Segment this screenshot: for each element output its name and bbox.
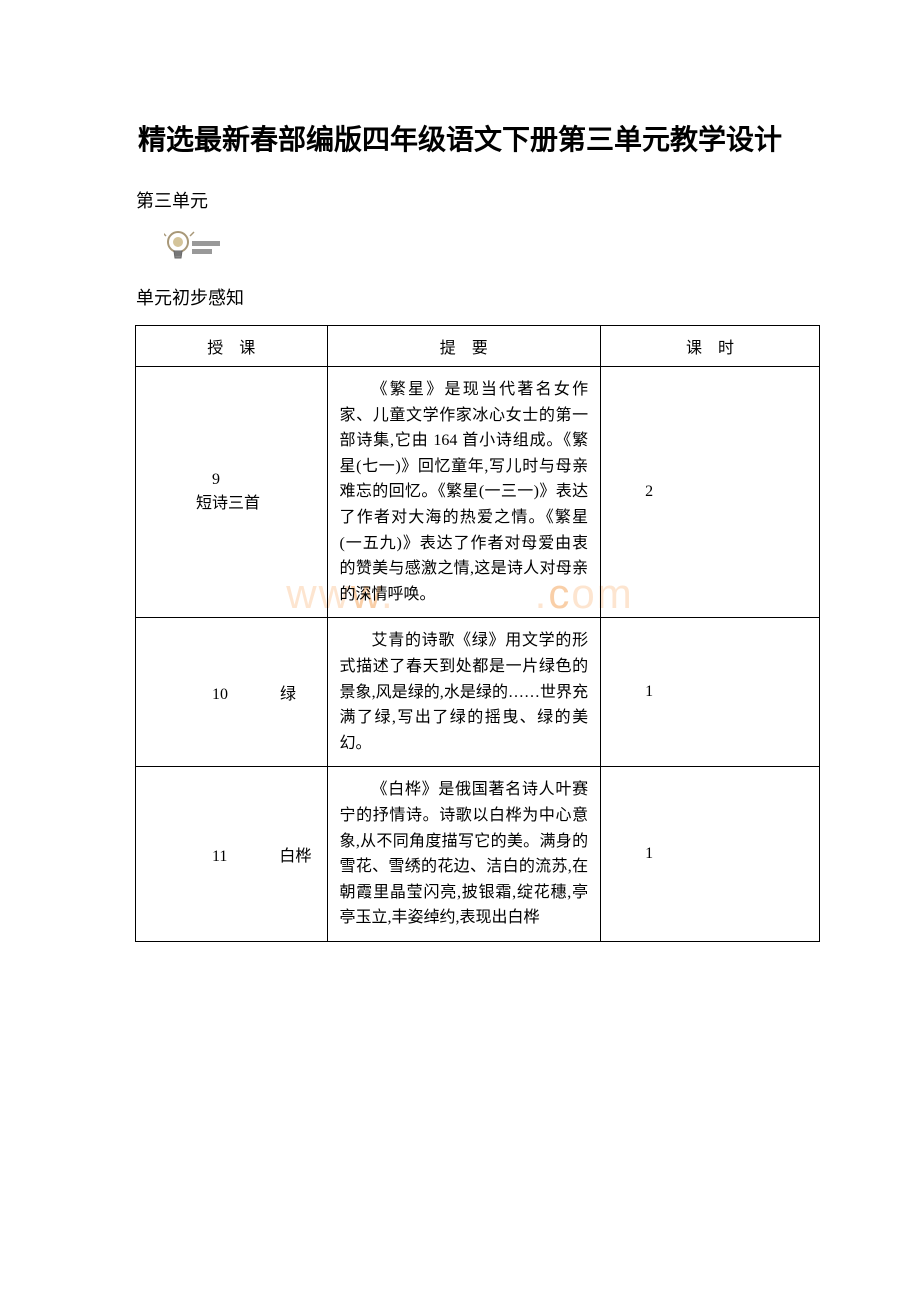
hours-cell: 2	[601, 367, 820, 618]
header-hours: 课 时	[601, 326, 820, 367]
page-content: 精选最新春部编版四年级语文下册第三单元教学设计 第三单元 单元初步感知 授 课 …	[100, 120, 820, 942]
header-summary: 提 要	[327, 326, 601, 367]
page-title: 精选最新春部编版四年级语文下册第三单元教学设计	[100, 120, 820, 162]
table-row: 11 白桦 《白桦》是俄国著名诗人叶赛宁的抒情诗。诗歌以白桦为中心意象,从不同角…	[136, 767, 820, 942]
section-heading: 单元初步感知	[100, 284, 820, 310]
lesson-table: 授 课 提 要 课 时 9 短诗三首 《繁星》是现当代著名女作家、儿童文学作家冰…	[135, 325, 820, 942]
lesson-number: 10	[180, 686, 228, 704]
header-lesson: 授 课	[136, 326, 328, 367]
lesson-name: 白桦	[247, 842, 311, 866]
table-row: 10 绿 艾青的诗歌《绿》用文学的形式描述了春天到处都是一片绿色的景象,风是绿的…	[136, 618, 820, 767]
hours-cell: 1	[601, 618, 820, 767]
summary-cell: 艾青的诗歌《绿》用文学的形式描述了春天到处都是一片绿色的景象,风是绿的,水是绿的…	[327, 618, 601, 767]
icon-wrapper	[100, 228, 820, 269]
lesson-cell: 11 白桦	[136, 767, 328, 942]
lesson-cell: 10 绿	[136, 618, 328, 767]
unit-label: 第三单元	[100, 187, 820, 213]
lesson-number: 9	[180, 471, 220, 489]
summary-text: 《繁星》是现当代著名女作家、儿童文学作家冰心女士的第一部诗集,它由 164 首小…	[340, 377, 589, 607]
summary-text: 《白桦》是俄国著名诗人叶赛宁的抒情诗。诗歌以白桦为中心意象,从不同角度描写它的美…	[340, 777, 589, 931]
hours-cell: 1	[601, 767, 820, 942]
lightbulb-idea-icon	[132, 228, 224, 269]
summary-cell: 《繁星》是现当代著名女作家、儿童文学作家冰心女士的第一部诗集,它由 164 首小…	[327, 367, 601, 618]
summary-cell: 《白桦》是俄国著名诗人叶赛宁的抒情诗。诗歌以白桦为中心意象,从不同角度描写它的美…	[327, 767, 601, 942]
lesson-name: 绿	[248, 680, 296, 704]
lesson-name: 短诗三首	[164, 489, 260, 513]
table-header-row: 授 课 提 要 课 时	[136, 326, 820, 367]
summary-text: 艾青的诗歌《绿》用文学的形式描述了春天到处都是一片绿色的景象,风是绿的,水是绿的…	[340, 628, 589, 756]
lesson-number: 11	[180, 848, 227, 866]
lesson-cell: 9 短诗三首	[136, 367, 328, 618]
table-row: 9 短诗三首 《繁星》是现当代著名女作家、儿童文学作家冰心女士的第一部诗集,它由…	[136, 367, 820, 618]
